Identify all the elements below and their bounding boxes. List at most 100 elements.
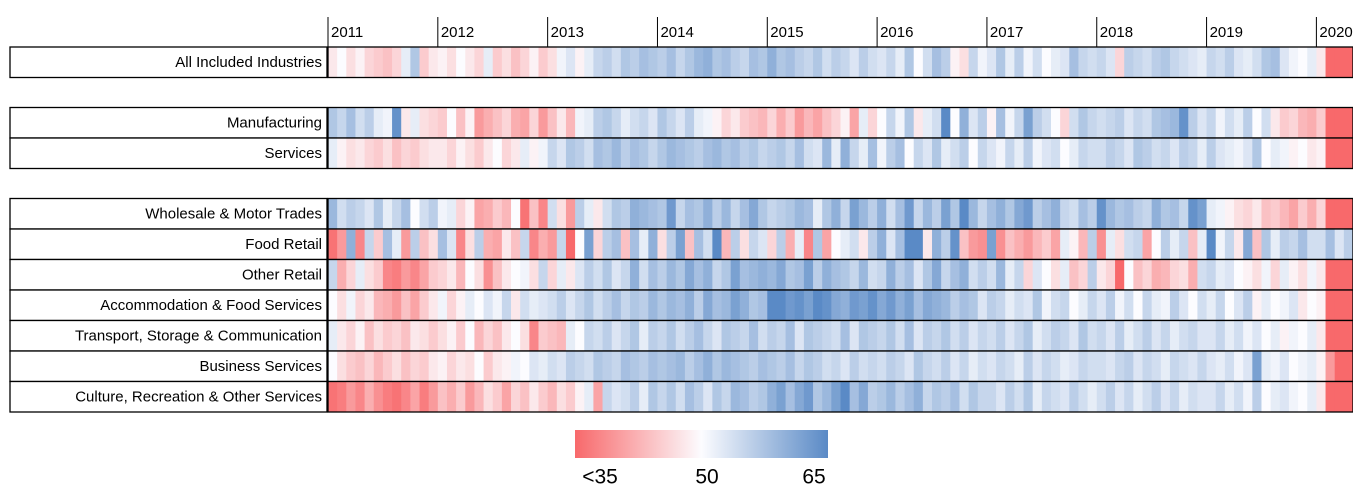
heat-cell xyxy=(639,107,649,138)
heat-cell xyxy=(611,351,622,382)
heat-cell xyxy=(886,351,896,382)
heat-cell xyxy=(986,290,997,321)
heat-cell xyxy=(1151,259,1162,290)
heat-cell xyxy=(822,259,832,290)
heat-cell xyxy=(666,290,677,321)
heat-cell xyxy=(584,229,594,260)
heat-cell xyxy=(968,381,979,412)
heat-cell xyxy=(1197,290,1207,321)
heat-cell xyxy=(483,107,494,138)
heat-cell xyxy=(1096,320,1107,351)
heat-cell xyxy=(392,259,402,290)
heat-cell xyxy=(355,259,366,290)
heat-cell xyxy=(1005,198,1015,229)
heat-cell xyxy=(456,47,466,78)
heat-cell xyxy=(657,351,668,382)
heat-cell xyxy=(895,47,905,78)
heat-cell xyxy=(648,381,658,412)
heat-cell xyxy=(575,351,585,382)
heat-cell xyxy=(712,47,722,78)
heat-cell xyxy=(446,107,457,138)
heat-cell xyxy=(721,198,732,229)
heat-cell xyxy=(520,198,530,229)
heat-cell xyxy=(328,320,338,351)
heat-cell xyxy=(858,320,869,351)
heat-cell xyxy=(328,381,338,412)
heat-cell xyxy=(456,107,466,138)
heat-cell xyxy=(913,198,924,229)
heat-cell xyxy=(602,138,613,169)
heat-cell xyxy=(684,259,695,290)
heat-cell xyxy=(968,229,979,260)
heat-cell xyxy=(794,138,805,169)
heat-cell xyxy=(382,138,393,169)
heat-cell xyxy=(419,47,430,78)
heat-cell xyxy=(373,290,384,321)
heat-cell xyxy=(1307,290,1317,321)
heat-cell xyxy=(392,229,402,260)
heat-cell xyxy=(547,259,558,290)
heat-cell xyxy=(712,259,722,290)
heat-cell xyxy=(1169,229,1180,260)
heat-cell xyxy=(401,198,411,229)
heat-cell xyxy=(639,198,649,229)
heat-cell xyxy=(922,47,933,78)
heat-cell xyxy=(1032,351,1043,382)
heat-cell xyxy=(1224,229,1235,260)
heat-cell xyxy=(1160,381,1171,412)
heat-cell xyxy=(1115,259,1125,290)
heat-cell xyxy=(986,351,997,382)
heat-cell xyxy=(950,320,960,351)
heat-cell xyxy=(1169,259,1180,290)
heat-cell xyxy=(1160,138,1171,169)
heat-cell xyxy=(867,138,878,169)
heat-cell xyxy=(813,259,823,290)
heat-cell xyxy=(648,229,658,260)
heat-cell xyxy=(446,290,457,321)
heat-cell xyxy=(767,381,777,412)
heat-cell xyxy=(575,259,585,290)
heat-cell xyxy=(877,290,887,321)
heat-cell xyxy=(977,47,988,78)
x-tick-label: 2020 xyxy=(1319,24,1352,41)
heat-cell xyxy=(328,259,338,290)
heat-cell xyxy=(492,351,503,382)
heat-cell xyxy=(1169,381,1180,412)
heat-cell xyxy=(1041,198,1052,229)
heat-cell xyxy=(767,107,777,138)
heat-cell xyxy=(483,138,494,169)
heat-cell xyxy=(511,381,521,412)
heat-cell xyxy=(556,138,567,169)
heat-cell xyxy=(1307,107,1317,138)
heat-cell xyxy=(1343,351,1353,382)
heat-cell xyxy=(1288,107,1299,138)
row-label: Other Retail xyxy=(242,267,322,284)
heat-cell xyxy=(465,47,475,78)
heat-cell xyxy=(684,229,695,260)
heat-cell xyxy=(1169,107,1180,138)
heat-cell xyxy=(941,290,951,321)
heat-cell xyxy=(648,259,658,290)
heat-cell xyxy=(785,229,796,260)
heat-cell xyxy=(1005,259,1015,290)
heat-cell xyxy=(831,381,841,412)
heat-cell xyxy=(1298,229,1308,260)
heat-cell xyxy=(556,229,567,260)
heat-cell xyxy=(1142,107,1153,138)
heat-cell xyxy=(1188,320,1198,351)
heat-cell xyxy=(1060,259,1070,290)
heat-cell xyxy=(556,381,567,412)
heat-cell xyxy=(501,351,512,382)
heat-cell xyxy=(959,198,970,229)
heat-cell xyxy=(986,229,997,260)
heat-cell xyxy=(831,107,841,138)
heat-cell xyxy=(492,290,503,321)
heat-cell xyxy=(474,259,484,290)
heat-cell xyxy=(1215,259,1226,290)
heat-cell xyxy=(547,107,558,138)
heat-cell xyxy=(721,47,732,78)
heat-cell xyxy=(1197,229,1207,260)
heat-cell xyxy=(1206,229,1217,260)
heat-cell xyxy=(547,198,558,229)
heat-cell xyxy=(959,290,970,321)
